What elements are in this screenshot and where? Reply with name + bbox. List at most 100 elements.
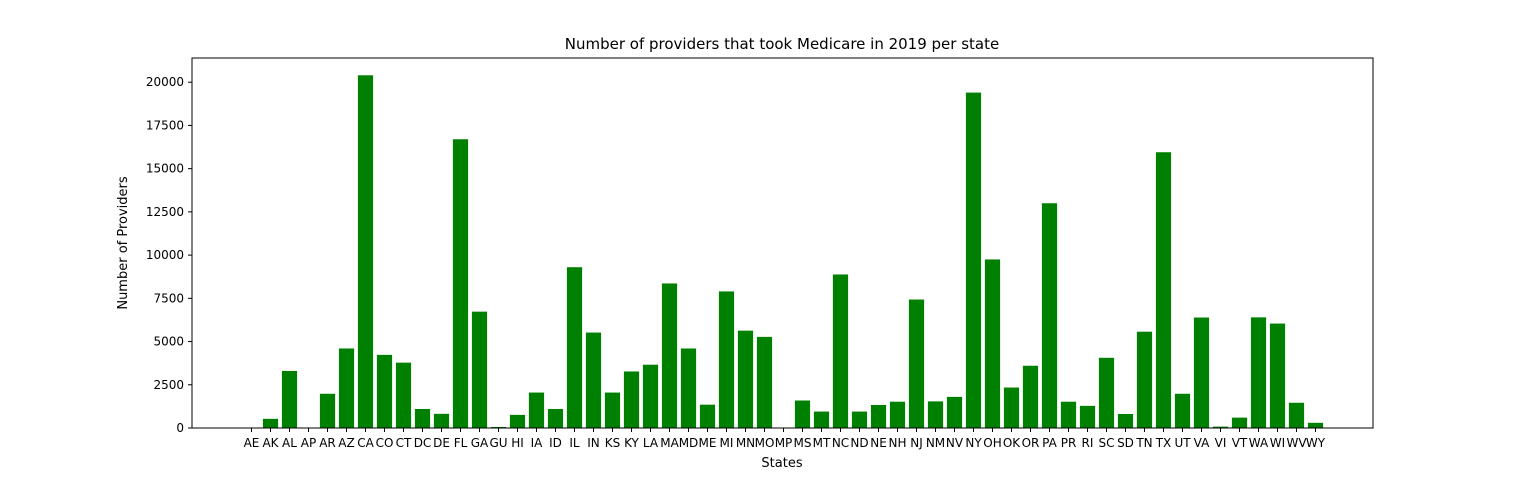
bar-ND — [851, 411, 868, 428]
x-tick-label: MO — [755, 436, 775, 450]
bar-HI — [509, 414, 526, 428]
bar-TN — [1136, 331, 1153, 428]
bar-ID — [547, 408, 564, 428]
x-tick-label: IL — [569, 436, 580, 450]
bar-DC — [414, 408, 431, 428]
bar-PR — [1060, 401, 1077, 428]
x-tick-label: WA — [1249, 436, 1269, 450]
bar-DE — [433, 413, 450, 428]
x-tick-label: DE — [433, 436, 450, 450]
x-tick-label: AE — [244, 436, 260, 450]
bar-VA — [1193, 317, 1210, 428]
x-tick-label: MP — [775, 436, 793, 450]
x-tick-label: GU — [489, 436, 507, 450]
x-tick-label: NC — [832, 436, 849, 450]
x-tick-label: DC — [414, 436, 432, 450]
bar-AZ — [338, 348, 355, 428]
x-tick-label: KS — [605, 436, 621, 450]
y-tick-label: 15000 — [146, 162, 184, 176]
bars-group — [243, 75, 1324, 429]
x-tick-label: NE — [870, 436, 887, 450]
bar-MN — [737, 330, 754, 428]
x-tick-label: IA — [531, 436, 544, 450]
x-tick-label: AL — [282, 436, 297, 450]
x-tick-label: KY — [624, 436, 639, 450]
bar-NM — [927, 401, 944, 428]
bar-MA — [661, 283, 678, 428]
bar-MI — [718, 291, 735, 428]
bar-NV — [946, 396, 963, 428]
x-tick-label: TN — [1135, 436, 1152, 450]
y-tick-label: 20000 — [146, 75, 184, 89]
bar-KS — [604, 392, 621, 428]
bar-CO — [376, 354, 393, 428]
x-tick-label: IN — [587, 436, 600, 450]
bar-OH — [984, 259, 1001, 428]
x-tick-label: RI — [1082, 436, 1094, 450]
x-tick-label: PA — [1042, 436, 1057, 450]
x-tick-label: VI — [1215, 436, 1227, 450]
x-tick-label: NY — [965, 436, 982, 450]
bar-IL — [566, 267, 583, 428]
bar-OK — [1003, 387, 1020, 428]
x-tick-label: ID — [549, 436, 562, 450]
x-tick-label: WV — [1286, 436, 1307, 450]
bar-MD — [680, 348, 697, 428]
y-tick-label: 5000 — [153, 335, 184, 349]
bar-GA — [471, 311, 488, 428]
x-tick-label: AP — [301, 436, 316, 450]
bar-CT — [395, 362, 412, 428]
x-tick-label: NJ — [910, 436, 923, 450]
x-tick-label: LA — [643, 436, 659, 450]
x-tick-label: NM — [926, 436, 945, 450]
x-tick-label: OK — [1003, 436, 1021, 450]
x-tick-label: AZ — [338, 436, 354, 450]
bar-MT — [813, 411, 830, 428]
x-tick-label: VA — [1194, 436, 1210, 450]
x-ticks-group: AE AK AL AP AR AZ CA CO CT DC DE FL GA GU HI IA ID IL IN KS… — [244, 428, 1326, 450]
y-tick-label: 2500 — [153, 378, 184, 392]
y-tick-label: 17500 — [146, 118, 184, 132]
bar-AL — [281, 370, 298, 428]
y-tick-label: 12500 — [146, 205, 184, 219]
x-tick-label: VT — [1232, 436, 1248, 450]
bar-NH — [889, 401, 906, 428]
bar-KY — [623, 371, 640, 428]
bar-ME — [699, 404, 716, 428]
bar-AR — [319, 393, 336, 428]
x-tick-label: GA — [471, 436, 489, 450]
bar-VT — [1231, 417, 1248, 428]
y-tick-label: 7500 — [153, 291, 184, 305]
x-tick-label: FL — [454, 436, 468, 450]
bar-RI — [1079, 405, 1096, 428]
x-tick-label: TX — [1155, 436, 1172, 450]
bar-SD — [1117, 414, 1134, 428]
x-tick-label: MS — [794, 436, 812, 450]
x-tick-label: AK — [262, 436, 279, 450]
plot-frame — [191, 57, 1374, 429]
x-tick-label: SC — [1099, 436, 1115, 450]
bar-TX — [1155, 152, 1172, 429]
bar-MS — [794, 400, 811, 428]
x-tick-label: CT — [396, 436, 412, 450]
x-tick-label: MN — [736, 436, 755, 450]
x-tick-label: ME — [699, 436, 717, 450]
x-tick-label: NV — [946, 436, 964, 450]
x-tick-label: AR — [319, 436, 336, 450]
x-tick-label: MA — [660, 436, 679, 450]
x-tick-label: HI — [511, 436, 524, 450]
bar-SC — [1098, 357, 1115, 428]
bar-IN — [585, 332, 602, 428]
bar-PA — [1041, 203, 1058, 428]
bar-NJ — [908, 299, 925, 428]
bar-MO — [756, 336, 773, 428]
bar-WA — [1250, 317, 1267, 428]
x-tick-label: UT — [1174, 436, 1191, 450]
x-tick-label: PR — [1061, 436, 1077, 450]
bar-UT — [1174, 393, 1191, 428]
chart-title: Number of providers that took Medicare i… — [565, 35, 999, 53]
y-tick-label: 0 — [176, 421, 184, 435]
bar-VI — [1212, 426, 1229, 428]
